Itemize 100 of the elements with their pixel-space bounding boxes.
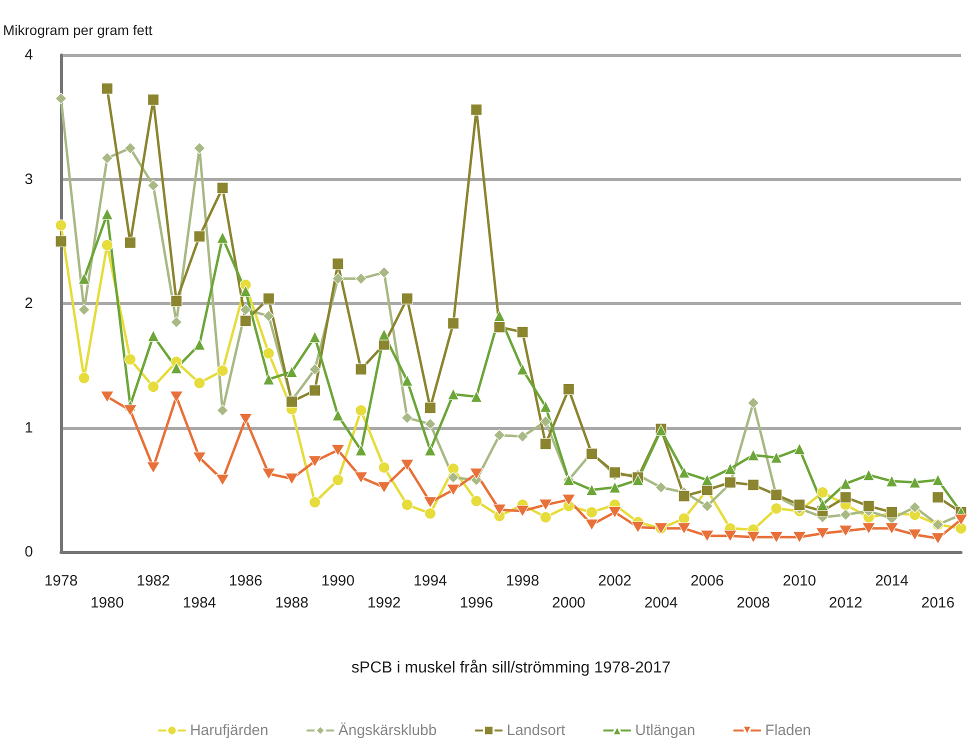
point [262, 373, 274, 386]
point [424, 402, 436, 414]
point [540, 400, 552, 412]
point [308, 455, 322, 468]
point [448, 462, 460, 475]
point [309, 331, 321, 343]
y-tick-label: 0 [24, 544, 33, 560]
point [701, 474, 713, 486]
x-tick-label: 2008 [736, 594, 770, 612]
point [124, 236, 136, 248]
point [792, 531, 806, 543]
x-tick-label: 2016 [921, 594, 955, 612]
point [216, 182, 228, 194]
x-tick-label: 1978 [44, 572, 78, 590]
point [101, 82, 113, 94]
point [401, 498, 413, 511]
point [424, 444, 436, 456]
point [516, 430, 528, 442]
x-tick-label: 2010 [782, 572, 816, 590]
point [886, 475, 898, 487]
point [909, 501, 921, 514]
point [146, 462, 160, 474]
x-axis-title: sPCB i muskel från sill/strömming 1978-2017 [351, 660, 671, 676]
y-axis-title: Mikrogram per gram fett [3, 22, 152, 38]
point [216, 232, 228, 244]
x-tick-label: 2000 [552, 594, 586, 612]
point [909, 476, 921, 488]
point [262, 347, 274, 359]
point [678, 512, 690, 524]
x-tick-label: 1998 [506, 572, 540, 590]
point [378, 328, 390, 340]
point [494, 321, 506, 333]
point [401, 374, 413, 386]
point [540, 511, 552, 524]
point [470, 468, 484, 480]
point [678, 466, 690, 478]
legend-label: Ängskärsklubb [338, 722, 437, 739]
point [401, 292, 413, 304]
point [78, 372, 90, 384]
point [262, 310, 274, 322]
point [840, 508, 852, 521]
point [748, 449, 760, 461]
point [309, 364, 321, 376]
point [355, 272, 367, 284]
point [584, 518, 599, 530]
point [609, 466, 621, 478]
point [494, 429, 506, 442]
point [240, 304, 252, 316]
point [538, 498, 552, 511]
point [816, 498, 828, 511]
x-tick-label: 2006 [690, 572, 724, 590]
point [954, 514, 968, 526]
legend-label: Utlängan [635, 722, 696, 739]
point [78, 272, 90, 284]
point [355, 444, 367, 456]
point [586, 484, 598, 496]
point [816, 528, 830, 540]
point [262, 292, 274, 304]
legend-label: Fladen [765, 722, 812, 739]
point [770, 502, 782, 514]
point [124, 142, 136, 154]
point [470, 390, 482, 402]
point [746, 531, 760, 543]
point [238, 413, 252, 425]
point [631, 521, 645, 533]
point [794, 443, 806, 455]
point [123, 404, 138, 416]
point [516, 364, 528, 376]
point [655, 482, 667, 494]
point [332, 410, 344, 422]
point [170, 316, 182, 328]
point [170, 362, 182, 374]
point [931, 532, 945, 544]
point [816, 486, 828, 498]
x-tick-label: 2002 [598, 572, 632, 590]
point [354, 472, 368, 484]
point [170, 295, 182, 307]
point [378, 462, 390, 474]
point [194, 230, 206, 242]
point [101, 152, 113, 164]
y-tick-label: 1 [24, 419, 33, 436]
point [194, 377, 206, 389]
point [78, 304, 90, 316]
point [216, 474, 230, 486]
point [862, 469, 874, 481]
point [309, 384, 321, 396]
point [494, 310, 506, 322]
point [840, 478, 852, 490]
point [400, 459, 414, 471]
point [355, 364, 367, 376]
point [148, 380, 160, 393]
point [377, 482, 391, 494]
point [194, 142, 206, 154]
point [101, 208, 113, 220]
point [748, 479, 760, 491]
point [609, 482, 621, 494]
point [492, 504, 506, 516]
x-tick-label: 2012 [828, 594, 862, 612]
point [331, 444, 345, 456]
x-tick-label: 1986 [228, 572, 262, 590]
